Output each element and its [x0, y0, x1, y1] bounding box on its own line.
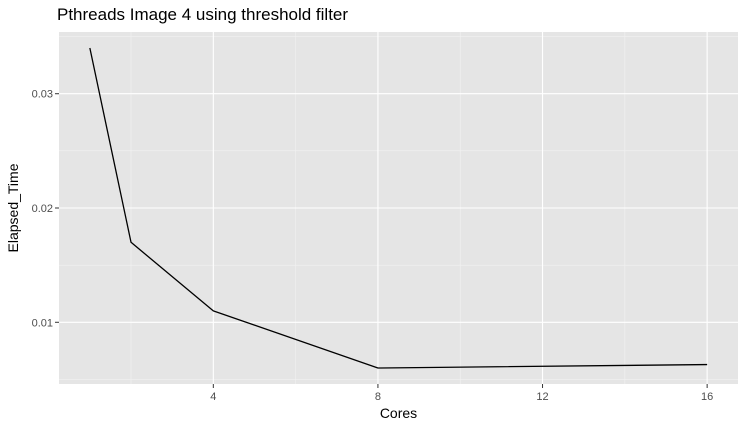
x-axis-title: Cores: [380, 405, 417, 421]
y-axis-ticks: 0.01 0.02 0.03: [32, 89, 59, 329]
y-tick-label: 0.02: [32, 203, 53, 215]
y-tick-label: 0.01: [32, 317, 53, 329]
y-axis-title: Elapsed_Time: [5, 163, 21, 252]
x-tick-label: 4: [210, 391, 216, 403]
major-gridlines: [59, 32, 738, 384]
x-tick-label: 16: [701, 391, 713, 403]
x-tick-label: 12: [536, 391, 548, 403]
series-line: [89, 47, 708, 369]
x-tick-label: 8: [375, 391, 381, 403]
series-layer: [89, 47, 708, 369]
x-axis-ticks: 4 8 12 16: [210, 384, 713, 403]
y-tick-label: 0.03: [32, 89, 53, 101]
chart-title: Pthreads Image 4 using threshold filter: [57, 5, 348, 24]
